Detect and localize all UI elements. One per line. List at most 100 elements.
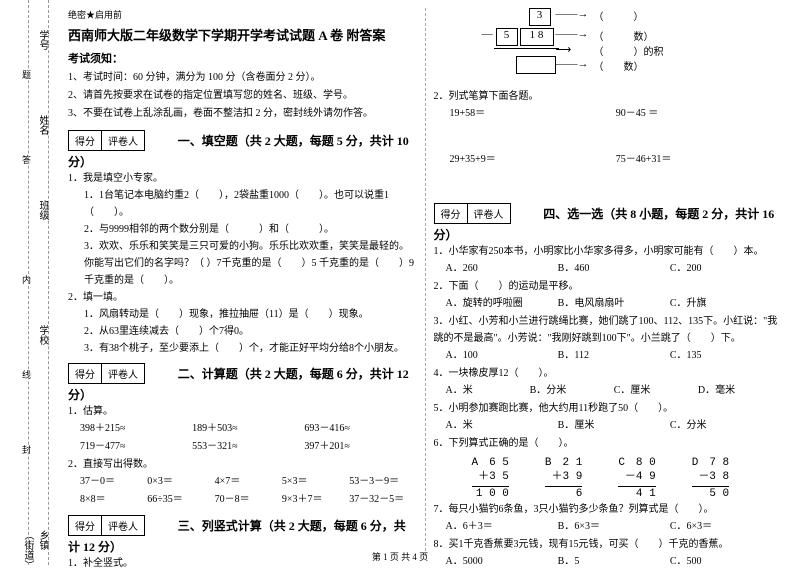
arrow-2: ——→	[556, 28, 589, 40]
choice-q5-opts: A．米 B．厘米 C．分米	[434, 417, 783, 435]
fold-line-2	[28, 0, 29, 565]
notice-2: 2、请首先按要求在试卷的指定位置填写您的姓名、班级、学号。	[68, 88, 417, 104]
box-3: 3	[529, 8, 551, 26]
side-label-area: 学号 姓名 班级 学校 乡镇（街道） 题 答 内 线 封	[0, 0, 50, 565]
calc-r3b: 0×3＝	[147, 473, 214, 491]
q5c: C．分米	[670, 417, 782, 435]
box-18: 1 8	[520, 28, 554, 46]
choice-q1-opts: A．260 B．460 C．200	[434, 260, 783, 278]
q6mD: －3 8	[692, 470, 729, 486]
dlabel-4: （ 数）	[594, 58, 644, 73]
choice-q6: 6．下列算式正确的是（ ）。	[434, 435, 783, 452]
grader-label: 评卷人	[102, 516, 144, 535]
score-box-4: 得分 评卷人 四、选一选（共 8 小题，每题 2 分，共计 16 分）	[434, 197, 783, 243]
q2c: C．升旗	[670, 295, 782, 313]
q4d: D．毫米	[698, 382, 782, 400]
choice-q7: 7．每只小猫钓6条鱼，3只小猫钓多少条鱼？列算式是（ ）。	[434, 501, 783, 518]
calc-line	[494, 48, 559, 49]
arrow-3: ⟶	[556, 43, 572, 56]
q4b: B．分米	[530, 382, 614, 400]
fill-q1a: 1．1台笔记本电脑约重2（ ），2袋盐重1000（ ）。也可以说重1（ ）。	[68, 187, 417, 221]
calc-q1: 1．估算。	[68, 403, 417, 420]
cc-b: 90－45 ＝	[616, 105, 782, 123]
calc-r3c: 4×7＝	[215, 473, 282, 491]
arrow-4: ——→	[556, 58, 589, 70]
vert-q1: 1．补全竖式。	[68, 555, 417, 572]
q6-B: B 2 1 ＋3 9 6	[545, 456, 582, 501]
choice-q2: 2．下面（ ）的运动是平移。	[434, 278, 783, 295]
choice-q4-opts: A．米 B．分米 C．厘米 D．毫米	[434, 382, 783, 400]
q5a: A．米	[446, 417, 558, 435]
fill-q2c: 3．有38个桃子，至少要添上（ ）个，才能正好平均分给8个小朋友。	[68, 340, 417, 357]
score-label: 得分	[69, 516, 102, 535]
calc-r4a: 8×8＝	[80, 491, 147, 509]
dlabel-1: （ ）	[594, 8, 644, 23]
calc-r4d: 9×3＋7＝	[282, 491, 349, 509]
q7a: A．6＋3＝	[446, 518, 558, 536]
fill-q1b: 2．与9999相邻的两个数分别是（ ）和（ ）。	[68, 221, 417, 238]
notice-3: 3、不要在试卷上乱涂乱画，卷面不整洁扣 2 分，密封线外请勿作答。	[68, 106, 417, 122]
fold-line-1	[48, 0, 49, 565]
calc-r3e: 53－3－9＝	[349, 473, 416, 491]
q1a: A．260	[446, 260, 558, 278]
confidential-label: 绝密★启用前	[68, 8, 417, 21]
q6-D: D 7 8 －3 8 5 0	[692, 456, 729, 501]
score-label: 得分	[69, 364, 102, 383]
right-column: 3 5 1 8 — ——→ ——→ ⟶ ——→ （ ） （ 数） （ ）的积 （…	[426, 8, 791, 556]
box-empty	[516, 56, 556, 74]
choice-q5: 5．小明参加赛跑比赛，他大约用11秒跑了50（ ）。	[434, 400, 783, 417]
calc-r4b: 66÷35＝	[147, 491, 214, 509]
calc-r1c: 693－416≈	[304, 420, 416, 438]
fill-q2: 2．填一填。	[68, 289, 417, 306]
vertical-diagram: 3 5 1 8 — ——→ ——→ ⟶ ——→ （ ） （ 数） （ ）的积 （…	[474, 8, 674, 88]
q3c: C．135	[670, 347, 782, 365]
q6tB: B 2 1	[545, 456, 582, 470]
notice-heading: 考试须知：	[68, 50, 417, 66]
fill-q2a: 1．风扇转动是（ ）现象，推拉抽屉（11）是（ ）现象。	[68, 306, 417, 323]
q5b: B．厘米	[558, 417, 670, 435]
seal-text-3: 内	[20, 275, 33, 284]
calc-r2c: 397＋201≈	[304, 438, 416, 456]
q6bB: 6	[545, 487, 582, 501]
q6-C: C 8 0 －4 9 4 1	[618, 456, 655, 501]
seal-text-1: 题	[20, 70, 33, 79]
q6mC: －4 9	[618, 470, 655, 486]
score-box-3: 得分 评卷人 三、列竖式计算（共 2 大题，每题 6 分，共计 12 分）	[68, 509, 417, 555]
score-label: 得分	[435, 204, 468, 223]
q7b: B．6×3＝	[558, 518, 670, 536]
q6tC: C 8 0	[618, 456, 655, 470]
dlabel-3: （ ）的积	[594, 43, 664, 58]
choice-q3: 3．小红、小芳和小兰进行跳绳比赛，她们跳了100、112、135下。小红说："我…	[434, 313, 783, 347]
q1b: B．460	[558, 260, 670, 278]
choice-q8: 8．买1千克香蕉要3元钱，现有15元钱，可买（ ）千克的香蕉。	[434, 536, 783, 553]
q3a: A．100	[446, 347, 558, 365]
q1c: C．200	[670, 260, 782, 278]
calc-r2b: 553－321≈	[192, 438, 304, 456]
q8a: A．5000	[446, 553, 558, 571]
cc-a: 19+58＝	[450, 105, 616, 123]
q7c: C．6×3＝	[670, 518, 782, 536]
calc-r1b: 189＋503≈	[192, 420, 304, 438]
dlabel-2: （ 数）	[594, 28, 654, 43]
q3b: B．112	[558, 347, 670, 365]
grader-label: 评卷人	[468, 204, 510, 223]
choice-q2-opts: A．旋转的呼啦圈 B．电风扇扇叶 C．升旗	[434, 295, 783, 313]
calc-r1a: 398＋215≈	[80, 420, 192, 438]
seal-text-4: 线	[20, 370, 33, 379]
q4a: A．米	[446, 382, 530, 400]
score-label: 得分	[69, 131, 102, 150]
choice-q8-opts: A．5000 B．5 C．500	[434, 553, 783, 571]
q4c: C．厘米	[614, 382, 698, 400]
calc-row1: 398＋215≈ 189＋503≈ 693－416≈	[68, 420, 417, 438]
fill-q1: 1．我是填空小专家。	[68, 170, 417, 187]
calc-r4e: 37－32－5＝	[349, 491, 416, 509]
calc-row3: 37－0＝ 0×3＝ 4×7＝ 5×3＝ 53－3－9＝	[68, 473, 417, 491]
q2b: B．电风扇扇叶	[558, 295, 670, 313]
label-town: 乡镇（街道）	[20, 530, 50, 565]
q6bD: 5 0	[692, 487, 729, 501]
fill-q2b: 2．从63里连续减去（ ）个7得0。	[68, 323, 417, 340]
choice-q7-opts: A．6＋3＝ B．6×3＝ C．6×3＝	[434, 518, 783, 536]
cc-d: 75－46+31＝	[616, 151, 782, 169]
page-footer: 第 1 页 共 4 页	[372, 550, 428, 563]
calc-r3d: 5×3＝	[282, 473, 349, 491]
